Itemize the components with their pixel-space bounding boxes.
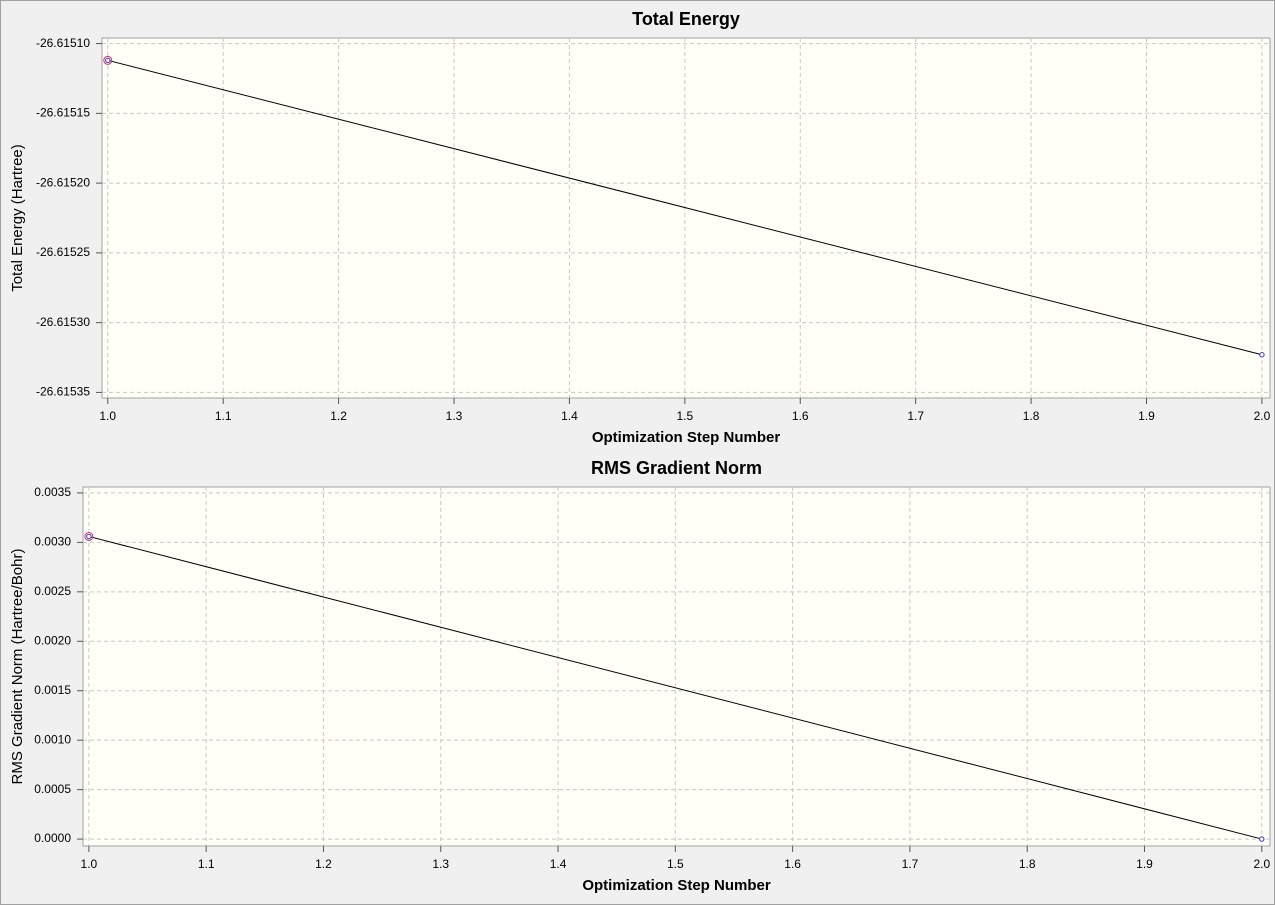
x-tick-label: 1.3 [432, 857, 449, 871]
x-tick-label: 1.5 [667, 857, 684, 871]
x-tick-label: 1.4 [561, 409, 578, 423]
x-tick-label: 1.4 [550, 857, 567, 871]
chart-title: Total Energy [632, 9, 740, 29]
x-tick-label: 1.9 [1136, 857, 1153, 871]
x-tick-label: 1.1 [198, 857, 215, 871]
plot-area [101, 37, 1271, 399]
y-tick-label: 0.0030 [34, 535, 71, 549]
x-tick-label: 1.7 [907, 409, 924, 423]
line [107, 59, 1263, 356]
y-tick-label: -26.61520 [36, 175, 90, 189]
x-tick-label: 1.9 [1138, 409, 1155, 423]
x-tick-label: 1.2 [330, 409, 347, 423]
x-tick-label: 1.6 [792, 409, 809, 423]
x-tick-label: 1.7 [902, 857, 919, 871]
x-tick-label: 1.0 [99, 409, 116, 423]
line [88, 535, 1262, 840]
x-tick-label: 1.2 [315, 857, 332, 871]
x-axis-label: Optimization Step Number [582, 877, 771, 894]
y-tick-label: -26.61535 [36, 385, 90, 399]
x-tick-label: 1.8 [1023, 409, 1040, 423]
x-axis-label: Optimization Step Number [592, 429, 781, 446]
y-tick-label: 0.0015 [34, 683, 71, 697]
marker [1259, 836, 1265, 842]
y-tick-label: 0.0025 [34, 584, 71, 598]
y-axis-label: RMS Gradient Norm (Hartree/Bohr) [9, 549, 26, 785]
x-tick-label: 1.1 [215, 409, 232, 423]
x-tick-label: 1.8 [1019, 857, 1036, 871]
y-tick-label: 0.0020 [34, 633, 71, 647]
x-tick-label: 2.0 [1254, 409, 1271, 423]
x-tick-label: 1.0 [81, 857, 98, 871]
y-axis-label: Total Energy (Hartree) [9, 144, 26, 292]
marker-highlight [103, 55, 113, 65]
y-tick-label: 0.0005 [34, 782, 71, 796]
y-tick-label: 0.0000 [34, 831, 71, 845]
chart-title: RMS Gradient Norm [591, 458, 762, 478]
x-tick-label: 1.5 [677, 409, 694, 423]
x-tick-label: 1.6 [784, 857, 801, 871]
marker [86, 533, 92, 540]
y-tick-label: -26.61510 [36, 36, 90, 50]
marker [1259, 352, 1265, 358]
plot-area [82, 486, 1271, 847]
y-tick-label: 0.0010 [34, 732, 71, 746]
y-tick-label: -26.61525 [36, 245, 90, 259]
y-tick-label: -26.61530 [36, 315, 90, 329]
x-tick-label: 2.0 [1253, 857, 1270, 871]
y-tick-label: 0.0035 [34, 485, 71, 499]
x-tick-label: 1.3 [446, 409, 463, 423]
marker-highlight [84, 531, 94, 541]
marker [105, 57, 111, 64]
y-tick-label: -26.61515 [36, 106, 90, 120]
